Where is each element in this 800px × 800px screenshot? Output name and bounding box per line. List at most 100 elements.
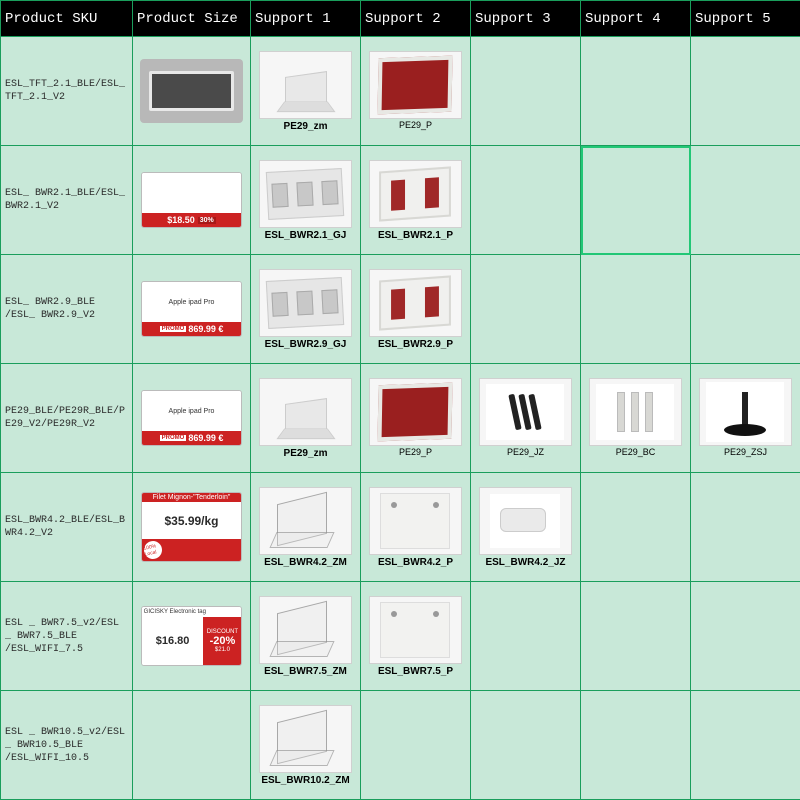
support-4-cell (581, 37, 691, 146)
support-5-cell (691, 473, 800, 582)
product-thumb (140, 59, 244, 123)
support-2-cell: ESL_BWR4.2_P (361, 473, 471, 582)
sku-cell: ESL _ BWR7.5_v2/ESL _ BWR7.5_BLE/ESL_WIF… (1, 582, 133, 691)
support-thumb (259, 51, 351, 119)
support-thumb (699, 378, 791, 446)
support-2-cell: ESL_BWR2.1_P (361, 146, 471, 255)
support-label: PE29_P (399, 121, 432, 131)
support-thumb (259, 596, 351, 664)
support-1-cell: PE29_zm (251, 364, 361, 473)
sku-cell: PE29_BLE/PE29R_BLE/PE29_V2/PE29R_V2 (1, 364, 133, 473)
support-label: ESL_BWR7.5_ZM (264, 666, 347, 677)
support-thumb (369, 596, 461, 664)
support-5-cell (691, 691, 800, 800)
table-row: ESL_BWR4.2_BLE/ESL_BWR4.2_V2Filet Mignon… (1, 473, 800, 582)
support-1-cell: ESL_BWR2.9_GJ (251, 255, 361, 364)
support-5-cell (691, 37, 800, 146)
header-support5: Support 5 (691, 1, 800, 37)
support-cell: ESL_BWR10.2_ZM (253, 693, 358, 797)
sku-cell: ESL_BWR4.2_BLE/ESL_BWR4.2_V2 (1, 473, 133, 582)
support-3-cell (471, 146, 581, 255)
support-cell: ESL_BWR4.2_P (363, 475, 468, 579)
support-thumb (369, 51, 461, 119)
header-sku: Product SKU (1, 1, 133, 37)
support-label: ESL_BWR10.2_ZM (261, 775, 349, 786)
table-row: ESL _ BWR7.5_v2/ESL _ BWR7.5_BLE/ESL_WIF… (1, 582, 800, 691)
support-5-cell (691, 255, 800, 364)
support-label: ESL_BWR2.9_GJ (265, 339, 347, 350)
support-cell: PE29_JZ (473, 366, 578, 470)
support-thumb (259, 269, 351, 337)
product-cell: GICISKY Electronic tag$16.80DISCOUNT-20%… (133, 582, 251, 691)
support-2-cell: PE29_P (361, 364, 471, 473)
support-cell: ESL_BWR4.2_ZM (253, 475, 358, 579)
support-2-cell (361, 691, 471, 800)
table-row: ESL_ BWR2.1_BLE/ESL_BWR2.1_V2$18.50 30% E… (1, 146, 800, 255)
support-3-cell (471, 37, 581, 146)
support-4-cell: PE29_BC (581, 364, 691, 473)
support-4-cell (581, 582, 691, 691)
support-cell: ESL_BWR4.2_JZ (473, 475, 578, 579)
support-3-cell (471, 691, 581, 800)
support-cell: ESL_BWR2.9_GJ (253, 257, 358, 361)
support-label: PE29_BC (616, 448, 656, 458)
support-label: ESL_BWR2.1_P (378, 230, 453, 241)
support-cell: PE29_P (363, 39, 468, 143)
header-support4: Support 4 (581, 1, 691, 37)
table-row: ESL_TFT_2.1_BLE/ESL_TFT_2.1_V2 PE29_zm PE2… (1, 37, 800, 146)
header-support1: Support 1 (251, 1, 361, 37)
support-cell: PE29_BC (583, 366, 688, 470)
support-5-cell (691, 146, 800, 255)
support-thumb (369, 160, 461, 228)
product-cell (133, 37, 251, 146)
support-cell: ESL_BWR2.9_P (363, 257, 468, 361)
support-cell: ESL_BWR2.1_P (363, 148, 468, 252)
support-thumb (259, 378, 351, 446)
support-cell: PE29_ZSJ (693, 366, 798, 470)
product-thumb: Apple ipad ProPROMO869.99 € (141, 390, 243, 446)
product-thumb: Apple ipad ProPROMO869.99 € (141, 281, 243, 337)
sku-cell: ESL_ BWR2.1_BLE/ESL_BWR2.1_V2 (1, 146, 133, 255)
support-thumb (369, 378, 461, 446)
support-cell: PE29_zm (253, 366, 358, 470)
header-support2: Support 2 (361, 1, 471, 37)
support-thumb (479, 487, 571, 555)
support-thumb (259, 705, 351, 773)
support-thumb (589, 378, 681, 446)
support-2-cell: ESL_BWR2.9_P (361, 255, 471, 364)
support-thumb (259, 160, 351, 228)
support-label: ESL_BWR4.2_ZM (264, 557, 347, 568)
support-label: PE29_zm (284, 121, 328, 132)
table-row: PE29_BLE/PE29R_BLE/PE29_V2/PE29R_V2Apple… (1, 364, 800, 473)
support-3-cell: PE29_JZ (471, 364, 581, 473)
support-label: PE29_zm (284, 448, 328, 459)
support-cell: ESL_BWR7.5_P (363, 584, 468, 688)
product-cell: Apple ipad ProPROMO869.99 € (133, 255, 251, 364)
support-label: PE29_JZ (507, 448, 544, 458)
sku-cell: ESL _ BWR10.5_v2/ESL _ BWR10.5_BLE/ESL_W… (1, 691, 133, 800)
support-4-cell (581, 473, 691, 582)
compatibility-table: Product SKU Product Size Support 1 Suppo… (0, 0, 800, 800)
product-cell: Apple ipad ProPROMO869.99 € (133, 364, 251, 473)
table-row: ESL _ BWR10.5_v2/ESL _ BWR10.5_BLE/ESL_W… (1, 691, 800, 800)
support-4-cell (581, 691, 691, 800)
support-label: PE29_P (399, 448, 432, 458)
support-3-cell (471, 255, 581, 364)
support-label: PE29_ZSJ (724, 448, 767, 458)
header-size: Product Size (133, 1, 251, 37)
support-cell: ESL_BWR7.5_ZM (253, 584, 358, 688)
product-thumb: $18.50 30% (141, 172, 243, 228)
sku-cell: ESL_ BWR2.9_BLE/ESL_ BWR2.9_V2 (1, 255, 133, 364)
support-4-cell (581, 255, 691, 364)
support-1-cell: PE29_zm (251, 37, 361, 146)
support-thumb (479, 378, 571, 446)
header-row: Product SKU Product Size Support 1 Suppo… (1, 1, 800, 37)
header-support3: Support 3 (471, 1, 581, 37)
support-1-cell: ESL_BWR7.5_ZM (251, 582, 361, 691)
support-label: ESL_BWR2.9_P (378, 339, 453, 350)
support-2-cell: PE29_P (361, 37, 471, 146)
product-cell (133, 691, 251, 800)
support-thumb (369, 487, 461, 555)
support-thumb (259, 487, 351, 555)
sku-cell: ESL_TFT_2.1_BLE/ESL_TFT_2.1_V2 (1, 37, 133, 146)
